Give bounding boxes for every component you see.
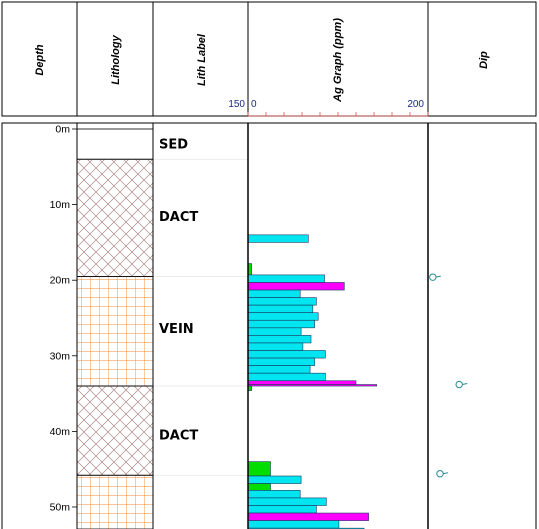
dip-tail: [462, 383, 468, 386]
header-frame: [1, 1, 537, 117]
lithology-track: [76, 128, 154, 529]
ag-bar: [247, 297, 317, 306]
dip-symbol: [436, 470, 449, 478]
ag-bar: [247, 350, 326, 359]
depth-column-header: Depth: [34, 44, 46, 75]
ag-bar: [247, 512, 369, 521]
ag-bar: [247, 342, 304, 351]
ag-bar: [247, 505, 317, 514]
dip-tail: [435, 275, 441, 278]
lithology-unit: [76, 128, 154, 160]
depth-axis: 0m 10m 20m 30m 40m 50m: [50, 124, 77, 514]
dip-symbol: [455, 380, 468, 389]
dip-track: [429, 273, 468, 478]
lith-label-text: DACT: [159, 428, 198, 443]
ag-bar: [247, 490, 301, 499]
lith-label-scale-max: 150: [228, 99, 245, 110]
ag-bar: [247, 475, 302, 484]
lithology-unit: [76, 158, 154, 277]
ag-bar: [247, 274, 325, 283]
lith-label-text: DACT: [159, 210, 198, 225]
ag-scale-max: 200: [407, 99, 424, 110]
ag-bar: [247, 520, 340, 529]
depth-tick-label: 10m: [50, 199, 71, 211]
dip-symbol: [429, 273, 441, 281]
depth-tick-label: 20m: [50, 275, 71, 287]
ag-bar: [247, 319, 315, 329]
log-body: SED DACT VEIN DACT 0m 10m 20m 30m 40m 50m: [1, 122, 537, 529]
lith-label-text: VEIN: [159, 322, 194, 337]
dip-tail: [442, 472, 449, 475]
depth-tick-label: 0m: [55, 124, 70, 136]
ag-bar: [247, 335, 312, 344]
ag-bar: [247, 312, 319, 321]
ag-scale-min: 0: [251, 99, 257, 110]
lith-label-track: SED DACT VEIN DACT: [153, 137, 248, 476]
ag-bar: [247, 372, 326, 382]
depth-tick-label: 50m: [50, 502, 71, 514]
ag-bar: [247, 380, 357, 385]
ag-bar: [247, 327, 302, 336]
lith-label-text: SED: [159, 137, 188, 152]
depth-tick-label: 40m: [50, 426, 71, 438]
dip-column-header: Dip: [478, 51, 490, 69]
ag-bar-track: [247, 234, 377, 529]
lithology-column-header: Lithology: [110, 34, 122, 84]
lith-label-column-header: Lith Label: [196, 33, 208, 86]
ag-bar: [247, 282, 345, 291]
lithology-unit: [76, 385, 154, 476]
ag-bar: [247, 483, 271, 491]
ag-bar: [247, 234, 309, 243]
ag-bar: [247, 304, 314, 314]
header-panel: Depth Lithology Lith Label Ag Graph (ppm…: [1, 1, 537, 117]
lithology-unit: [76, 474, 154, 529]
ag-bar: [247, 289, 301, 298]
ag-bar: [247, 497, 327, 506]
ag-bar: [247, 365, 311, 374]
ag-graph-column-header: Ag Graph (ppm): [332, 18, 344, 103]
depth-tick-label: 30m: [50, 350, 71, 362]
lithology-unit: [76, 276, 154, 387]
ag-bar: [247, 461, 271, 477]
ag-scale-ticks: [247, 112, 429, 117]
ag-bar: [247, 357, 315, 366]
ag-bar: [247, 384, 377, 387]
